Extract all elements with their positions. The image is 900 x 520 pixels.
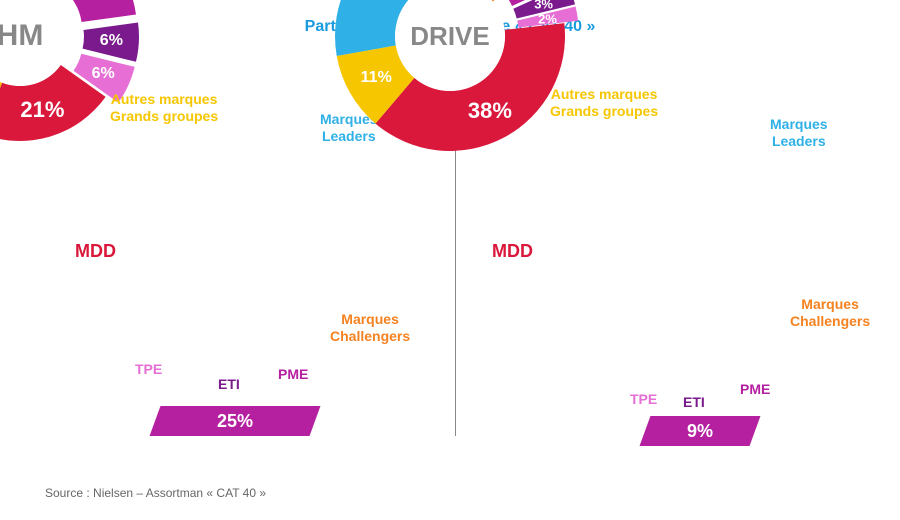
bottom-sum-bar: 25% xyxy=(150,406,321,436)
bottom-sum-bar: 9% xyxy=(640,416,761,446)
cat-label-pme: PME xyxy=(278,366,308,383)
slice-pct-autres: 11% xyxy=(361,69,392,87)
cat-label-challengers: MarquesChallengers xyxy=(790,296,870,330)
cat-label-autres: Autres marquesGrands groupes xyxy=(550,86,658,120)
cat-label-tpe: TPE xyxy=(135,361,162,378)
cat-label-tpe: TPE xyxy=(630,391,657,408)
cat-label-mdd: MDD xyxy=(75,241,116,263)
cat-label-autres: Autres marquesGrands groupes xyxy=(110,91,218,125)
slice-pct-tpe: 6% xyxy=(92,65,115,83)
cat-label-pme: PME xyxy=(740,381,770,398)
slice-pct-eti: 6% xyxy=(100,32,123,50)
cat-label-eti: ETI xyxy=(218,376,240,393)
charts-row: HM19%20%13%6%6%21%15%MarquesLeadersMarqu… xyxy=(0,46,900,446)
cat-label-eti: ETI xyxy=(683,394,705,411)
cat-label-challengers: MarquesChallengers xyxy=(330,311,410,345)
slice-pct-mdd: 21% xyxy=(20,97,64,123)
slice-pct-eti: 3% xyxy=(534,0,553,11)
slice-pct-leaders: 22% xyxy=(360,0,392,3)
chart-right: DRIVE22%20%4%3%2%38%11%MarquesLeadersMar… xyxy=(450,46,880,446)
cat-label-mdd: MDD xyxy=(492,241,533,263)
slice-pct-tpe: 2% xyxy=(538,11,557,26)
source-text: Source : Nielsen – Assortman « CAT 40 » xyxy=(45,486,266,500)
cat-label-leaders: MarquesLeaders xyxy=(770,116,828,150)
slice-pct-mdd: 38% xyxy=(468,98,512,124)
slice-pme xyxy=(61,0,136,22)
